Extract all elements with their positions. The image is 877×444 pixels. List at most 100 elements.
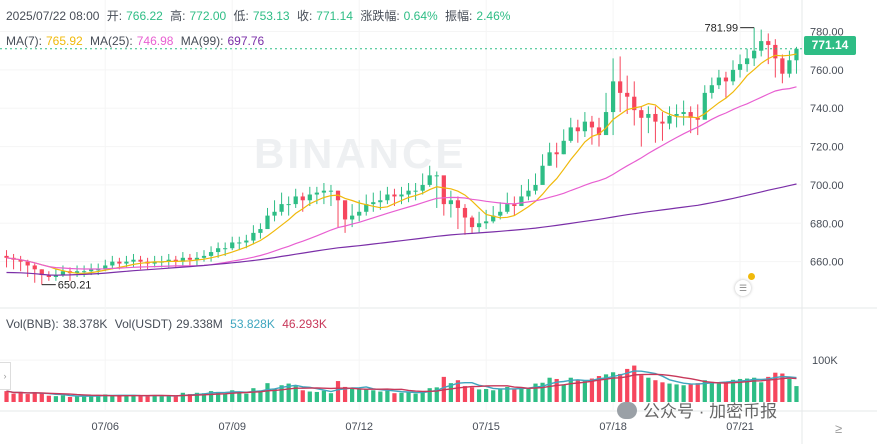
chevron-right-icon[interactable]: › xyxy=(0,362,11,390)
volume-bar xyxy=(60,395,66,402)
volume-bar xyxy=(540,382,545,402)
brand-label: 公众号 · 加密币报 xyxy=(617,397,777,422)
candle-body xyxy=(244,240,249,243)
candle-body xyxy=(392,194,397,197)
candle-body xyxy=(46,275,51,277)
volume-bar xyxy=(74,396,80,402)
volume-bar xyxy=(723,381,729,402)
candle-body xyxy=(632,96,637,111)
candle-body xyxy=(81,271,87,273)
volume-bar xyxy=(603,374,609,402)
candle-body xyxy=(547,152,552,166)
candle-body xyxy=(681,112,686,114)
ma25-label: MA(25): xyxy=(90,34,133,48)
ma99-line xyxy=(6,183,797,276)
candle-body xyxy=(618,81,623,93)
candle-body xyxy=(385,194,390,201)
low-label: 低: xyxy=(233,9,249,23)
candle-body xyxy=(180,257,185,262)
volume-bar xyxy=(25,394,30,402)
volume-bar xyxy=(427,388,432,402)
volume-bar xyxy=(547,377,552,402)
volume-bar xyxy=(709,381,714,402)
volume-bar xyxy=(187,394,193,402)
watermark: BINANCE xyxy=(254,130,467,177)
candle-body xyxy=(4,255,9,258)
vol-ma2-value: 46.293K xyxy=(282,317,327,331)
volume-bar xyxy=(223,393,228,402)
candle-body xyxy=(103,265,108,270)
volume-bar xyxy=(519,387,524,402)
candle-body xyxy=(568,127,573,141)
volume-bar xyxy=(455,380,461,402)
volume-bar xyxy=(512,389,517,402)
candle-body xyxy=(434,175,439,177)
x-tick-label: 07/06 xyxy=(92,421,120,433)
candle-body xyxy=(201,255,207,258)
volume-bar xyxy=(208,391,214,402)
candle-body xyxy=(166,259,171,262)
volume-bar xyxy=(484,389,489,402)
volume-bar xyxy=(632,365,637,402)
candle-body xyxy=(350,215,355,220)
volume-bar xyxy=(780,373,785,402)
candle-body xyxy=(314,192,319,195)
candle-body xyxy=(258,229,263,233)
candle-body xyxy=(603,112,609,136)
y-tick-label: 700.00 xyxy=(810,180,844,192)
volume-bar xyxy=(230,390,235,402)
vol-value: 38.378K xyxy=(62,317,108,331)
volume-bar xyxy=(18,392,23,402)
ma7-value: 765.92 xyxy=(46,34,83,48)
list-icon[interactable]: ☰ xyxy=(735,280,751,296)
volume-bar xyxy=(688,383,693,402)
volume-bar xyxy=(716,383,722,402)
volume-bar xyxy=(399,392,404,402)
open-value: 766.22 xyxy=(126,9,163,23)
volume-bar xyxy=(653,380,658,402)
candle-body xyxy=(505,204,510,212)
candle-body xyxy=(300,196,305,201)
candle-body xyxy=(25,261,30,266)
volume-bar xyxy=(752,377,757,402)
candle-body xyxy=(667,115,672,124)
volume-bar xyxy=(216,391,221,402)
candle-body xyxy=(307,194,312,201)
candle-body xyxy=(476,223,482,228)
scale-icon[interactable]: ≥ xyxy=(835,421,843,436)
candle-body xyxy=(787,60,792,74)
volume-bar xyxy=(152,395,157,402)
vol-tick-label: 100K xyxy=(812,355,838,367)
volume-bar xyxy=(138,395,143,402)
brand-text: 公众号 · 加密币报 xyxy=(643,402,778,421)
candle-body xyxy=(328,190,334,192)
volume-legend: Vol(BNB): 38.378K Vol(USDT) 29.338M 53.828… xyxy=(6,317,331,331)
volume-bar xyxy=(272,388,277,402)
volume-bar xyxy=(39,393,44,402)
candle-body xyxy=(110,261,115,266)
candle-body xyxy=(526,190,531,197)
ma99-value: 697.76 xyxy=(227,34,265,48)
volume-bar xyxy=(321,390,327,402)
candle-body xyxy=(780,58,785,74)
candle-body xyxy=(237,242,242,244)
moving-averages xyxy=(6,53,797,397)
amplitude-value: 2.46% xyxy=(476,9,511,23)
volume-bar xyxy=(737,378,743,402)
volume-bar xyxy=(96,394,101,402)
volume-bar xyxy=(11,393,16,402)
candle-body xyxy=(223,248,228,250)
y-tick-label: 680.00 xyxy=(810,218,844,230)
candle-body xyxy=(639,110,644,118)
candle-body xyxy=(265,215,270,230)
volume-bar xyxy=(258,391,263,402)
volume-bar xyxy=(124,395,129,402)
candle-body xyxy=(688,112,693,118)
ma7-label: MA(7): xyxy=(6,34,42,48)
volume-bar xyxy=(610,372,616,402)
x-tick-label: 07/15 xyxy=(472,421,500,433)
volume-bar xyxy=(173,396,178,402)
ma7-line xyxy=(6,53,797,275)
volume-bar xyxy=(491,390,496,402)
